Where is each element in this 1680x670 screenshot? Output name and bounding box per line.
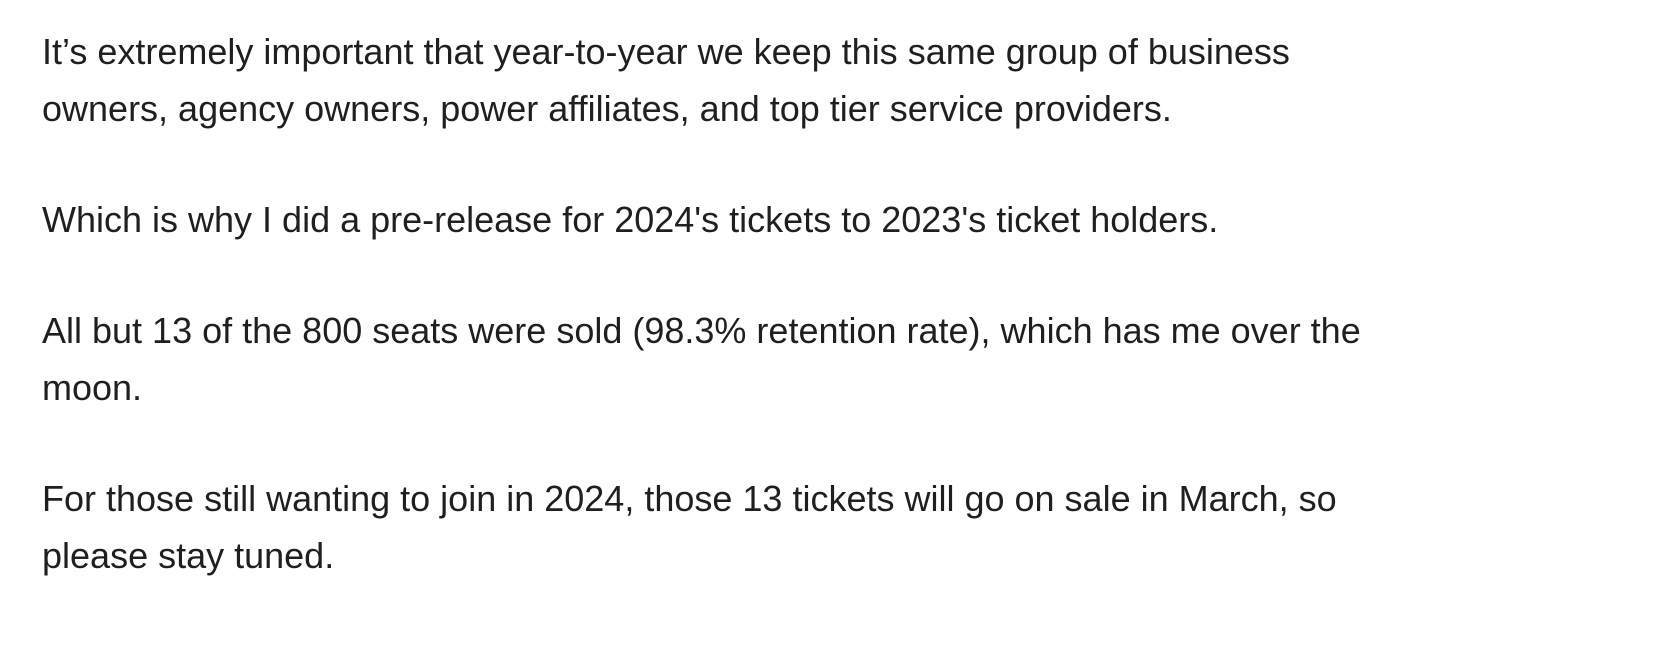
text-line: moon. (42, 367, 143, 408)
paragraph: All but 13 of the 800 seats were sold (9… (42, 302, 1662, 416)
text-line: Which is why I did a pre-release for 202… (42, 199, 1219, 240)
paragraph: Which is why I did a pre-release for 202… (42, 191, 1662, 248)
text-line: All but 13 of the 800 seats were sold (9… (42, 310, 1361, 351)
paragraph: It’s extremely important that year-to-ye… (42, 23, 1662, 137)
paragraph: For those still wanting to join in 2024,… (42, 470, 1662, 584)
text-line: For those still wanting to join in 2024,… (42, 478, 1337, 519)
text-line: It’s extremely important that year-to-ye… (42, 31, 1290, 72)
text-line: owners, agency owners, power affiliates,… (42, 88, 1172, 129)
text-line: please stay tuned. (42, 535, 335, 576)
document: It’s extremely important that year-to-ye… (42, 23, 1662, 638)
